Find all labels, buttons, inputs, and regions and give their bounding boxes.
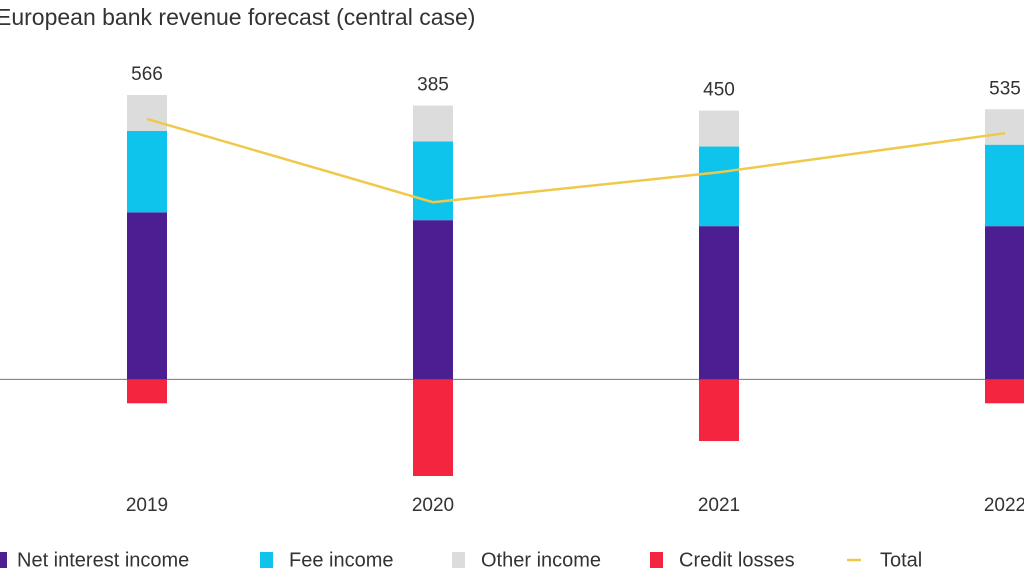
bar-segment: [127, 212, 167, 380]
legend-label: Net interest income: [17, 549, 189, 571]
legend-label: Credit losses: [679, 549, 795, 571]
bar-segment: [699, 379, 739, 442]
bar-segment: [985, 109, 1024, 145]
bar-segment: [413, 220, 453, 380]
legend-marker: [650, 552, 663, 568]
bar-segment: [413, 379, 453, 476]
legend-label: Other income: [481, 549, 601, 571]
x-tick-label: 2020: [412, 495, 454, 516]
legend-marker: [452, 552, 465, 568]
bar-segment: [413, 141, 453, 221]
data-label: 450: [703, 80, 735, 101]
x-tick-label: 2021: [698, 495, 740, 516]
bar-segment: [985, 226, 1024, 380]
legend-marker: [260, 552, 273, 568]
legend-marker: [0, 552, 7, 568]
bar-segment: [413, 105, 453, 142]
bar-segment: [127, 130, 167, 213]
data-label: 535: [989, 78, 1021, 99]
data-label: 566: [131, 64, 163, 85]
bar-segment: [127, 95, 167, 131]
chart-title: European bank revenue forecast (central …: [0, 4, 475, 30]
bar-segment: [699, 226, 739, 380]
legend-label: Fee income: [289, 549, 394, 571]
bar-segment: [699, 146, 739, 227]
bar-segment: [699, 110, 739, 147]
x-tick-label: 2022: [984, 495, 1024, 516]
bar-segment: [985, 144, 1024, 227]
legend-label: Total: [880, 549, 922, 571]
bar-segment: [985, 379, 1024, 404]
x-tick-label: 2019: [126, 495, 168, 516]
total-line: [146, 117, 1006, 204]
data-label: 385: [417, 75, 449, 96]
bar-segment: [127, 379, 167, 404]
